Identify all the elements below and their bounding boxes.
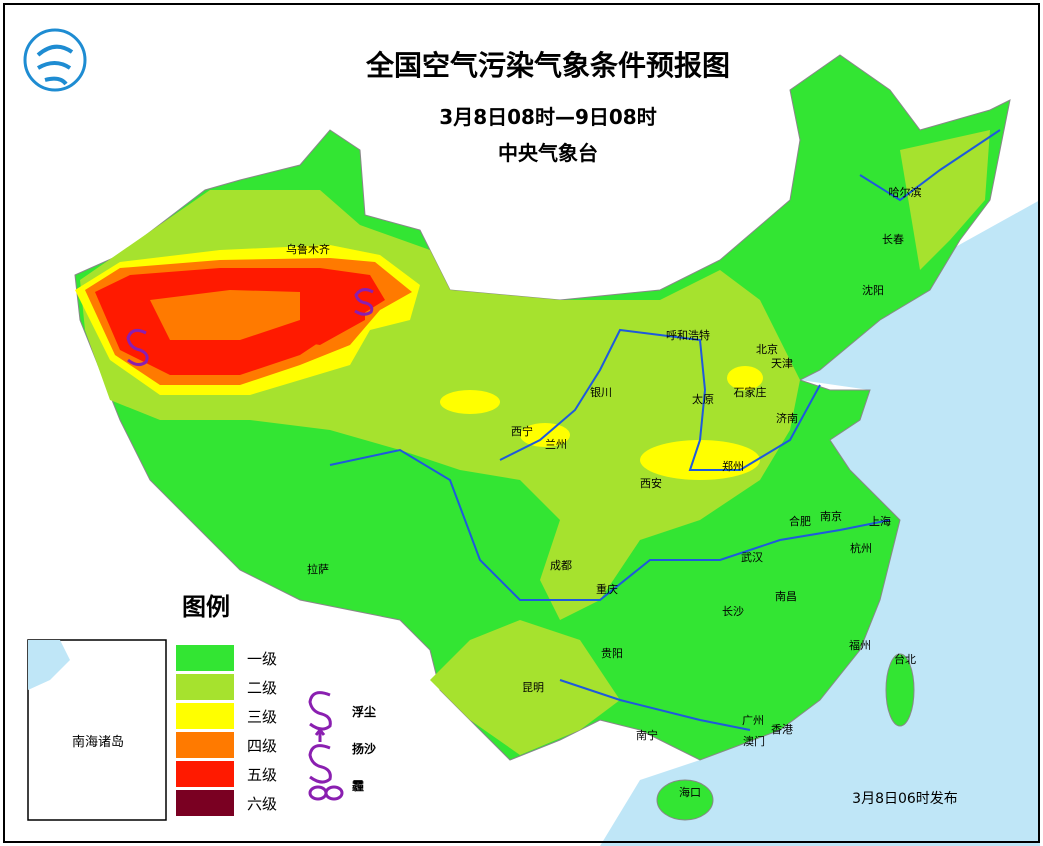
inset-label: 南海诸岛 xyxy=(72,734,124,750)
city-label: 济南 xyxy=(776,411,798,425)
songhua-river xyxy=(859,129,1001,202)
dust-symbols xyxy=(126,288,374,367)
city-label: 澳门 xyxy=(743,734,765,748)
city-label: 昆明 xyxy=(522,681,544,694)
legend-symbol-label: 扬沙 xyxy=(352,741,376,756)
inset: 南海诸岛 xyxy=(27,639,167,821)
city-label: 台北 xyxy=(894,652,916,666)
city-label: 银川 xyxy=(590,385,612,399)
yangtze-river xyxy=(329,448,891,601)
floating-dust-symbol xyxy=(354,288,374,316)
city-label: 西宁 xyxy=(511,424,533,438)
issue-time: 3月8日06时发布 xyxy=(852,791,958,807)
city-label: 杭州 xyxy=(850,541,872,555)
city-label: 长春 xyxy=(882,233,904,246)
legend-label: 一级 xyxy=(247,650,277,668)
city-label: 兰州 xyxy=(545,438,567,451)
legend-label: 四级 xyxy=(247,737,277,755)
city-label: 沈阳 xyxy=(862,283,884,297)
legend-swatch xyxy=(176,761,234,787)
city-label: 贵阳 xyxy=(601,647,623,660)
city-label: 海口 xyxy=(679,785,701,799)
city-label: 南京 xyxy=(820,509,842,523)
logo xyxy=(23,28,87,92)
legend-symbol xyxy=(308,727,332,784)
city-label: 长沙 xyxy=(722,605,744,618)
legend-label: 六级 xyxy=(247,795,277,813)
legend-swatch xyxy=(176,732,234,758)
legend-swatch xyxy=(176,645,234,671)
city-label: 重庆 xyxy=(596,582,618,596)
level-zone xyxy=(440,390,500,414)
legend-label: 二级 xyxy=(247,679,277,697)
city-label: 南昌 xyxy=(775,590,797,603)
city-label: 太原 xyxy=(692,393,714,406)
city-label: 西安 xyxy=(640,476,662,490)
city-label: 武汉 xyxy=(741,551,763,564)
city-label: 呼和浩特 xyxy=(666,328,710,342)
legend-swatch xyxy=(176,674,234,700)
legend-title: 图例 xyxy=(182,593,230,621)
level-zone xyxy=(430,620,620,755)
city-label: 天津 xyxy=(771,357,793,370)
level-zone xyxy=(885,653,915,727)
city-label: 郑州 xyxy=(722,459,744,473)
legend-swatch xyxy=(176,790,234,816)
yellow-river xyxy=(499,328,821,471)
city-label: 香港 xyxy=(771,723,793,736)
city-label: 福州 xyxy=(849,638,871,652)
title: 全国空气污染气象条件预报图 xyxy=(365,49,730,82)
level-zone xyxy=(727,366,763,390)
legend-symbol xyxy=(308,785,344,801)
level-zone xyxy=(900,130,990,270)
legend-symbol-label: 霾 xyxy=(352,779,364,793)
frame xyxy=(3,3,1040,843)
rivers xyxy=(329,129,1001,731)
city-label: 成都 xyxy=(550,559,572,572)
pearl-river xyxy=(559,679,751,731)
level-zone xyxy=(290,280,365,345)
city-label: 南宁 xyxy=(636,728,658,742)
floating-dust-symbol xyxy=(126,328,149,367)
level-zone xyxy=(656,779,714,821)
sea xyxy=(600,200,1040,846)
issuer: 中央气象台 xyxy=(498,141,598,165)
city-label: 石家庄 xyxy=(734,385,767,399)
city-label: 北京 xyxy=(756,342,778,356)
period: 3月8日08时—9日08时 xyxy=(439,105,656,129)
city-label: 拉萨 xyxy=(307,562,329,576)
legend-symbol-label: 浮尘 xyxy=(352,704,376,719)
city-label: 广州 xyxy=(742,714,764,727)
city-label: 上海 xyxy=(869,514,891,528)
legend-swatch xyxy=(176,703,234,729)
city-label: 乌鲁木齐 xyxy=(286,242,330,256)
city-label: 哈尔滨 xyxy=(889,185,922,199)
legend-label: 五级 xyxy=(247,766,277,784)
level-zone xyxy=(150,290,300,340)
legend-label: 三级 xyxy=(247,708,277,726)
city-label: 合肥 xyxy=(789,514,811,528)
legend-symbol xyxy=(308,691,332,731)
